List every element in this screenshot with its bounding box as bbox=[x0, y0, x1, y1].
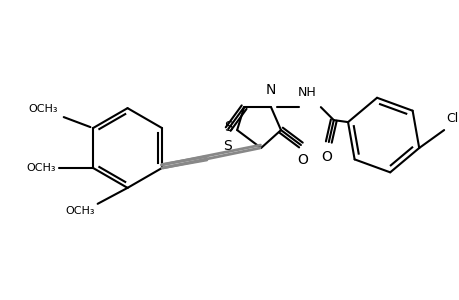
Text: OCH₃: OCH₃ bbox=[65, 206, 95, 216]
Text: O: O bbox=[297, 153, 308, 167]
Text: OCH₃: OCH₃ bbox=[27, 163, 56, 173]
Text: S: S bbox=[224, 120, 233, 134]
Text: Cl: Cl bbox=[445, 112, 457, 125]
Text: O: O bbox=[321, 150, 331, 164]
Text: S: S bbox=[222, 139, 231, 153]
Text: NH: NH bbox=[297, 86, 316, 99]
Text: N: N bbox=[265, 83, 275, 97]
Text: OCH₃: OCH₃ bbox=[28, 104, 58, 114]
